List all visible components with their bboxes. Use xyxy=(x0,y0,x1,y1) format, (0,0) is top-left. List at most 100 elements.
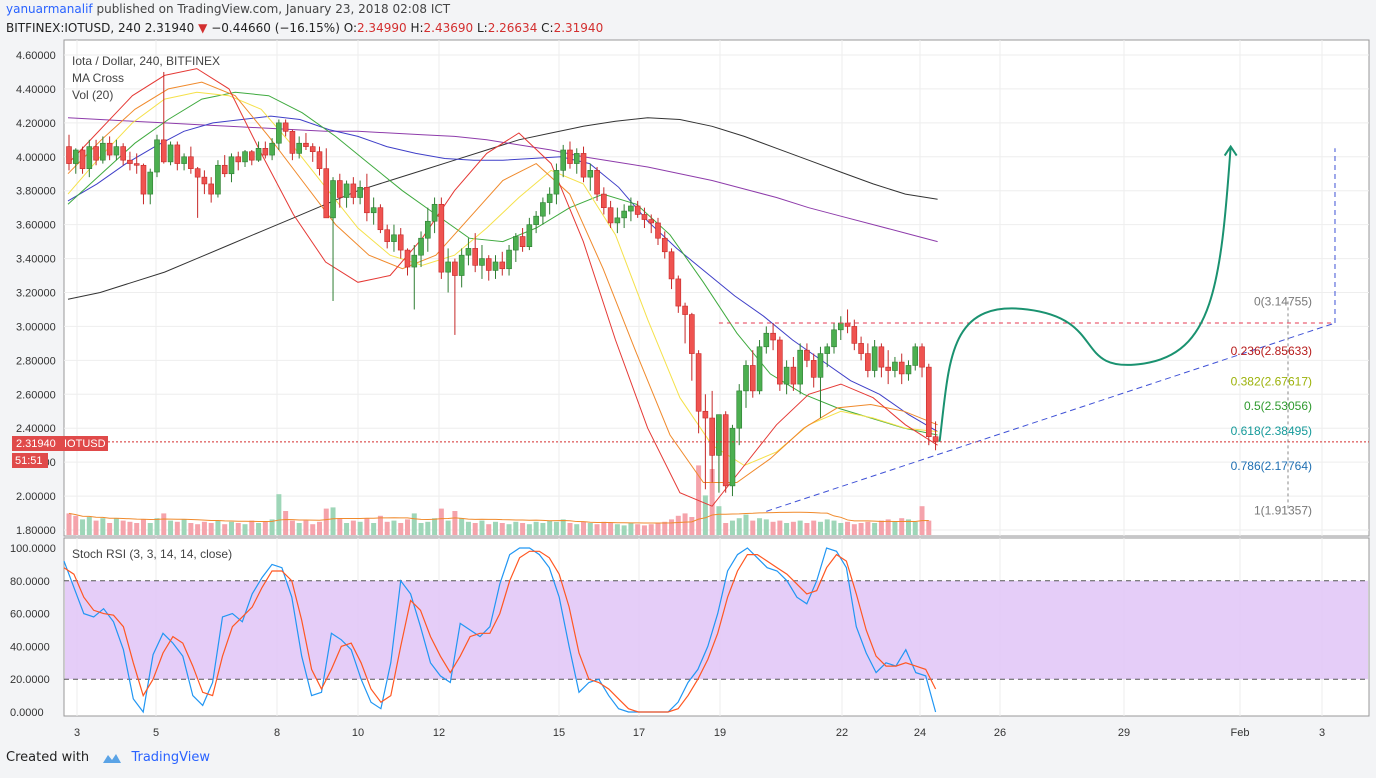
volume-bar xyxy=(377,515,383,535)
candle-body xyxy=(100,142,106,161)
volume-bar xyxy=(80,519,86,535)
volume-bar xyxy=(736,518,742,535)
candle-body xyxy=(722,414,729,487)
candle-body xyxy=(513,236,519,251)
candle-body xyxy=(716,414,722,456)
volume-bar xyxy=(398,523,404,535)
candle-body xyxy=(188,156,194,169)
volume-bar xyxy=(493,521,499,535)
candle-body xyxy=(235,156,242,163)
fibonacci-level-label: 0.5(2.53056) xyxy=(1244,399,1312,413)
volume-bar xyxy=(547,520,553,535)
time-axis-tick: 10 xyxy=(352,727,364,739)
price-change: −0.44660 (−16.15%) xyxy=(211,21,340,35)
arrow-head-icon xyxy=(1223,144,1238,157)
candle-body xyxy=(106,142,113,156)
volume-bar xyxy=(621,525,627,535)
volume-label[interactable]: Vol (20) xyxy=(72,88,113,102)
volume-bar xyxy=(682,513,688,535)
publish-line: yanuarmanalif published on TradingView.c… xyxy=(6,2,450,16)
candle-body xyxy=(790,366,797,385)
volume-bar xyxy=(804,523,810,535)
volume-bar xyxy=(283,511,289,535)
volume-bar xyxy=(215,520,221,535)
volume-bar xyxy=(560,519,566,535)
overbought-oversold-band xyxy=(65,580,1368,680)
author-link[interactable]: yanuarmanalif xyxy=(6,2,93,16)
volume-bar xyxy=(262,521,268,535)
volume-bar xyxy=(222,524,228,535)
volume-bar xyxy=(479,520,485,535)
volume-bar xyxy=(811,520,817,535)
created-with-label: Created with xyxy=(6,750,90,765)
volume-bar xyxy=(729,520,735,535)
price-axis-tick: 2.80000 xyxy=(16,355,56,367)
countdown-tag xyxy=(12,453,48,468)
volume-bar xyxy=(323,508,329,535)
candle-body xyxy=(648,219,655,224)
time-axis-tick: 15 xyxy=(553,727,565,739)
chart-title: Iota / Dollar, 240, BITFINEX xyxy=(72,54,220,68)
candle-body xyxy=(174,144,181,164)
candle-body xyxy=(370,207,377,214)
candle-body xyxy=(248,151,255,161)
time-axis-tick: 3 xyxy=(74,727,80,739)
down-arrow-icon: ▼ xyxy=(198,21,208,35)
candle-body xyxy=(824,346,831,354)
price-axis-tick: 4.00000 xyxy=(16,152,56,164)
volume-bar xyxy=(472,523,478,535)
volume-bar xyxy=(120,520,126,535)
candle-body xyxy=(892,361,898,371)
oscillator-axis-tick: 0.0000 xyxy=(10,707,44,719)
tradingview-link[interactable]: TradingView xyxy=(131,750,210,765)
candle-body xyxy=(404,249,411,268)
candle-body xyxy=(445,261,451,273)
candle-body xyxy=(905,365,912,375)
volume-bar xyxy=(418,523,424,535)
candle-body xyxy=(221,164,228,175)
candle-body xyxy=(567,149,573,164)
oscillator-axis-tick: 40.0000 xyxy=(10,641,50,653)
candle-body xyxy=(181,156,187,164)
stoch-rsi-label[interactable]: Stoch RSI (3, 3, 14, 14, close) xyxy=(72,547,232,561)
moving-average-line xyxy=(67,115,938,433)
volume-bar xyxy=(289,520,295,535)
candle-body xyxy=(898,361,905,375)
time-axis-tick: 29 xyxy=(1118,727,1130,739)
candle-body xyxy=(844,322,851,327)
price-axis-tick: 3.00000 xyxy=(16,321,56,333)
candle-body xyxy=(255,148,262,161)
candle-body xyxy=(729,427,736,487)
volume-bar xyxy=(581,521,587,535)
candle-body xyxy=(770,332,776,341)
close-label: C: xyxy=(541,21,554,35)
candle-body xyxy=(675,278,682,307)
candle-body xyxy=(560,149,567,171)
candle-body xyxy=(546,193,553,203)
volume-bar xyxy=(357,521,363,535)
chart-area[interactable]: 0(3.14755) 0.236(2.85633) 0.382(2.67617) 0.… xyxy=(0,38,1376,746)
candle-body xyxy=(526,224,533,247)
candle-body xyxy=(540,202,546,217)
candle-body xyxy=(756,346,763,392)
candle-body xyxy=(276,122,282,144)
volume-bar xyxy=(465,521,471,535)
candle-body xyxy=(817,353,824,378)
candle-body xyxy=(431,203,438,222)
candle-body xyxy=(194,168,201,178)
candle-body xyxy=(851,326,858,344)
candle-body xyxy=(783,366,790,385)
fibonacci-level-label: 0(3.14755) xyxy=(1254,294,1312,308)
volume-bar xyxy=(797,520,803,535)
low-label: L: xyxy=(476,21,488,35)
volume-bar xyxy=(316,521,322,535)
candle-body xyxy=(763,332,770,348)
volume-bar xyxy=(269,519,275,535)
ma-cross-label[interactable]: MA Cross xyxy=(72,71,124,85)
candle-body xyxy=(492,261,499,271)
volume-bar xyxy=(411,513,417,535)
volume-bar xyxy=(750,520,756,535)
candle-body xyxy=(303,142,309,147)
stoch-d-line xyxy=(63,550,937,713)
volume-bar xyxy=(885,519,891,535)
